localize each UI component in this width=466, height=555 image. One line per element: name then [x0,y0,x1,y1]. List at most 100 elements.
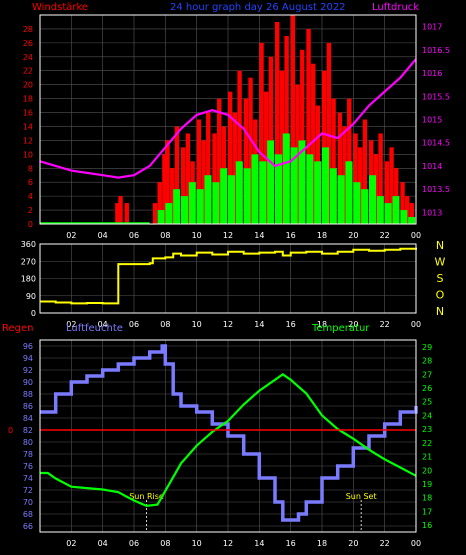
wind-gust-bar [196,119,202,224]
wind-x-tick-label: 06 [129,231,139,240]
direction-y-tick-label: 0 [31,309,36,318]
pressure-y-tick-label: 1014 [422,162,442,171]
wind-gust-bar [118,196,123,224]
wind-gust-bar [409,203,415,224]
pressure-y-tick-label: 1013 [422,208,442,217]
wind-gust-bar [362,119,368,224]
temperature-y-tick-label: 21 [422,453,432,462]
compass-label: N [436,239,444,252]
rain-axis-label: Regen [2,323,34,334]
humidity-x-tick-label: 04 [98,539,108,548]
wind-gust-bar [311,63,316,225]
wind-y-tick-label: 0 [28,220,33,229]
rain-value-label: 0 [8,426,13,435]
wind-average-bar [259,161,267,224]
wind-gust-bar [206,112,211,224]
humidity-y-tick-label: 66 [23,522,33,531]
wind-average-bar [376,196,384,224]
wind-gust-bar [217,98,222,224]
wind-gust-bar [237,70,242,224]
wind-x-tick-label: 16 [286,231,296,240]
wind-gust-bar [259,42,264,224]
wind-panel-frame [39,14,417,225]
wind-x-tick-label: 04 [98,231,108,240]
wind-axis-label: Windstärke [32,2,88,13]
humidity-y-tick-label: 94 [23,354,33,363]
wind-gust-bar [212,133,217,224]
humidity-y-tick-label: 74 [23,474,33,483]
pressure-axis-label: Luftdruck [372,2,419,13]
wind-gust-bar [306,28,311,224]
wind-average-bar [188,182,196,224]
humidity-temperature-plot: 66 68 70 72 74 76 78 80 82 84 86 88 90 92 94 96 16 17 18 19… [8,339,432,548]
wind-y-tick-label: 24 [23,53,33,62]
wind-gust-bar [378,133,383,224]
humidity-x-tick-label: 12 [223,539,233,548]
wind-y-tick-label: 6 [28,178,33,187]
direction-y-tick-label: 90 [26,292,36,301]
temperature-y-tick-label: 18 [422,494,432,503]
direction-y-tick-label: 270 [21,257,36,266]
humidity-x-tick-label: 22 [380,539,390,548]
temperature-y-tick-label: 25 [422,398,432,407]
wind-gust-bar [152,203,158,224]
compass-label: N [436,305,444,318]
wind-y-tick-label: 18 [23,95,33,104]
direction-y-tick-label: 360 [21,240,36,249]
humidity-y-tick-label: 86 [23,402,33,411]
wind-y-tick-label: 10 [23,150,33,159]
wind-average-bar [196,189,204,224]
temperature-y-tick-label: 27 [422,370,432,379]
wind-gust-bar [353,133,358,224]
humidity-axis-label: Luftfeuchte [66,323,123,334]
direction-y-tick-label: 180 [21,275,36,284]
wind-gust-bar [284,35,289,225]
wind-y-tick-label: 8 [28,164,33,173]
wind-average-bar [165,203,173,224]
wind-average-bar [353,182,361,224]
sunset-label: Sun Set [346,492,377,501]
wind-average-bar [275,154,283,224]
humidity-y-tick-label: 76 [23,462,33,471]
wind-direction-plot: 0 90 180 270 360 02 04 06 08 10 12 14 16 18 20 22 00 [21,240,421,329]
humidity-y-tick-label: 92 [23,366,33,375]
wind-average-bar [282,133,290,224]
temperature-axis-label: Temperatur [311,323,370,334]
wind-gust-bar [331,98,336,224]
wind-y-tick-label: 12 [23,136,33,145]
humidity-y-tick-label: 80 [23,438,33,447]
compass-label: S [437,272,444,285]
temperature-y-tick-label: 19 [422,480,432,489]
wind-gust-bar [201,140,206,224]
temperature-y-tick-label: 29 [422,343,432,352]
wind-x-tick-label: 22 [380,231,390,240]
humidity-y-tick-label: 78 [23,450,33,459]
wind-x-tick-label: 02 [66,231,76,240]
wind-gust-bar [228,91,233,224]
wind-average-bar [384,203,392,224]
wind-gust-bar [181,147,186,224]
temperature-y-tick-label: 22 [422,439,432,448]
pressure-y-tick-label: 1015.5 [422,92,450,101]
humidity-y-tick-label: 84 [23,414,33,423]
wind-gust-bar [162,154,167,224]
wind-gust-bar [170,168,175,224]
direction-x-tick-label: 22 [380,320,390,329]
pressure-y-tick-label: 1016 [422,69,442,78]
wind-average-bar [212,182,220,224]
wind-average-bar [408,217,416,224]
direction-x-tick-label: 12 [223,320,233,329]
wind-average-bar [337,175,345,224]
temperature-y-tick-label: 17 [422,507,432,516]
compass-label: W [435,256,446,269]
wind-gust-bar [300,49,305,225]
wind-gust-bar [337,112,343,224]
wind-y-tick-label: 20 [23,81,33,90]
wind-average-bar [181,196,189,224]
humidity-x-tick-label: 18 [317,539,327,548]
direction-x-tick-label: 20 [348,320,358,329]
wind-gust-bar [326,42,332,224]
wind-x-tick-label: 10 [192,231,202,240]
